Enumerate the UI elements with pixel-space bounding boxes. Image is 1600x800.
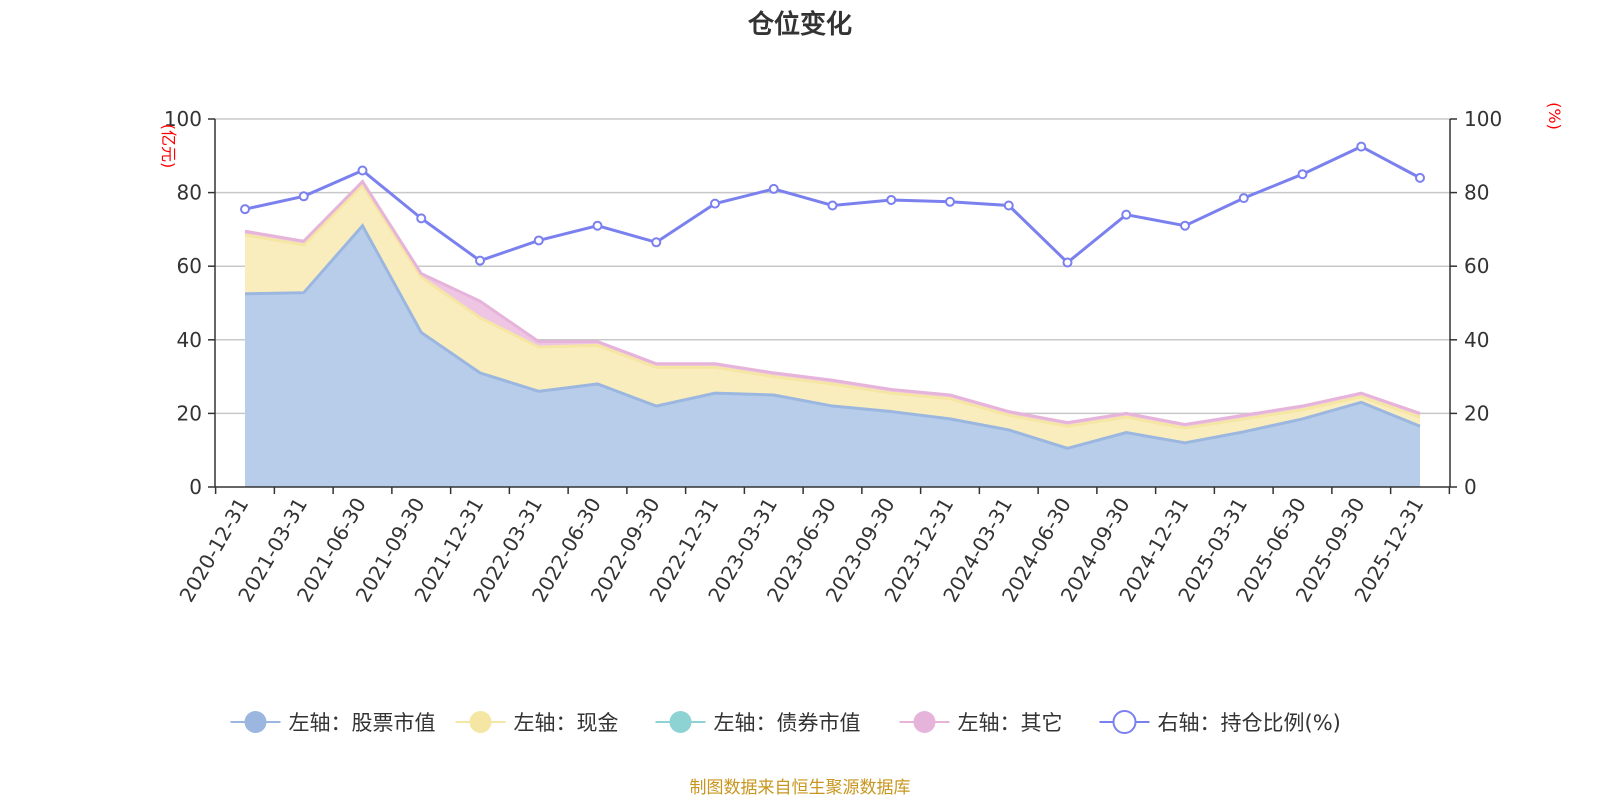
legend-label: 左轴：现金 [514, 711, 619, 735]
x-axis-ticks: 2020-12-312021-03-312021-06-302021-09-30… [174, 494, 1428, 607]
ratio-point [592, 220, 603, 231]
ratio-points [240, 141, 1425, 268]
axes [208, 118, 1457, 494]
ratio-point [240, 204, 250, 215]
legend-marker [244, 711, 267, 733]
left-tick-label: 60 [177, 254, 202, 278]
ratio-point [1238, 193, 1249, 204]
line-series-0 [244, 223, 1421, 450]
right-tick-label: 80 [1464, 181, 1489, 205]
right-axis-unit: (%) [1545, 102, 1564, 130]
legend-marker [913, 711, 936, 733]
legend-label: 左轴：股票市值 [289, 711, 436, 735]
ratio-point [1003, 200, 1014, 211]
legend-marker [1112, 710, 1137, 734]
ratio-point [1356, 141, 1367, 152]
right-tick-label: 40 [1464, 328, 1489, 352]
source-note: 制图数据来自恒生聚源数据库 [690, 778, 911, 798]
ratio-point [651, 237, 662, 248]
ratio-point [416, 213, 427, 224]
legend: 左轴：股票市值 左轴：现金 左轴：债券市值 左轴：其它 右轴：持仓比例(%) [230, 710, 1341, 735]
left-axis-unit: (亿元) [159, 124, 178, 169]
ratio-point [357, 165, 368, 176]
legend-marker [469, 711, 492, 733]
line-series-3 [244, 179, 1421, 426]
ratio-point [1297, 169, 1308, 180]
ratio-point [1180, 220, 1190, 231]
area-series-1 [245, 185, 1420, 449]
left-tick-label: 40 [177, 328, 202, 352]
left-axis-ticks: 0 20 40 60 80 100 [164, 107, 202, 499]
ratio-point [945, 196, 955, 207]
area-series-0 [245, 225, 1420, 487]
ratio-point [768, 183, 779, 194]
ratio-point [1121, 209, 1132, 220]
ratio-point [475, 255, 485, 266]
ratio-point [827, 200, 838, 211]
left-tick-label: 100 [164, 107, 202, 131]
right-tick-label: 60 [1464, 254, 1489, 278]
chart-title: 仓位变化 [747, 9, 852, 40]
legend-label: 右轴：持仓比例(%) [1158, 711, 1341, 735]
ratio-point [1062, 257, 1073, 268]
right-axis-ticks: 0 20 40 60 80 100 [1464, 107, 1502, 499]
right-tick-label: 0 [1464, 475, 1477, 499]
ratio-point [886, 194, 897, 205]
left-tick-label: 80 [177, 181, 202, 205]
ratio-point [298, 191, 309, 202]
ratio-point [710, 198, 720, 209]
stacked-areas [245, 181, 1420, 487]
left-tick-label: 0 [189, 475, 202, 499]
ratio-point [1415, 172, 1425, 183]
right-tick-label: 20 [1464, 401, 1489, 425]
right-tick-label: 100 [1464, 107, 1502, 131]
line-series-1 [244, 182, 1421, 430]
legend-label: 左轴：债券市值 [714, 711, 861, 735]
area-series-3 [245, 181, 1420, 429]
legend-marker [669, 711, 692, 733]
legend-label: 左轴：其它 [958, 711, 1063, 735]
ratio-point [533, 235, 544, 246]
left-tick-label: 20 [177, 401, 202, 425]
